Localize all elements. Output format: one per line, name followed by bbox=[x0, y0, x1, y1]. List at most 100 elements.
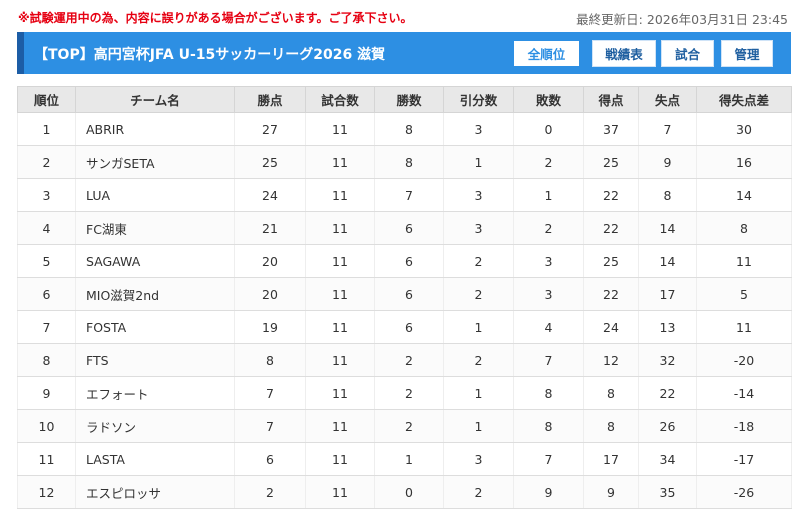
last-updated-label: 最終更新日: bbox=[576, 12, 643, 27]
cell-losses: 0 bbox=[513, 112, 584, 146]
cell-goals-against: 26 bbox=[638, 409, 697, 443]
cell-goals-for: 22 bbox=[583, 277, 639, 311]
cell-goal-difference: 30 bbox=[696, 112, 792, 146]
cell-rank: 6 bbox=[17, 277, 76, 311]
last-updated-value: 2026年03月31日 23:45 bbox=[646, 12, 788, 27]
cell-points: 8 bbox=[234, 343, 306, 377]
col-goals-for: 得点 bbox=[583, 86, 639, 113]
cell-played: 11 bbox=[305, 112, 375, 146]
cell-points: 19 bbox=[234, 310, 306, 344]
cell-wins: 8 bbox=[374, 145, 444, 179]
table-row: 1 ABRIR 27 11 8 3 0 37 7 30 bbox=[17, 112, 792, 146]
cell-wins: 7 bbox=[374, 178, 444, 212]
cell-team-name: FOSTA bbox=[75, 310, 235, 344]
col-team-name: チーム名 bbox=[75, 86, 235, 113]
cell-points: 21 bbox=[234, 211, 306, 245]
results-table-button[interactable]: 戦績表 bbox=[592, 40, 656, 67]
table-row: 3 LUA 24 11 7 3 1 22 8 14 bbox=[17, 178, 792, 212]
cell-goal-difference: -20 bbox=[696, 343, 792, 377]
cell-team-name: LASTA bbox=[75, 442, 235, 476]
cell-points: 24 bbox=[234, 178, 306, 212]
cell-goals-against: 22 bbox=[638, 376, 697, 410]
col-played: 試合数 bbox=[305, 86, 375, 113]
cell-losses: 8 bbox=[513, 376, 584, 410]
cell-losses: 7 bbox=[513, 442, 584, 476]
standings-body: 1 ABRIR 27 11 8 3 0 37 7 30 2 サンガSETA 25 11 8 1 2 25 9 16 3 L… bbox=[17, 112, 792, 509]
matches-button[interactable]: 試合 bbox=[661, 40, 714, 67]
table-row: 7 FOSTA 19 11 6 1 4 24 13 11 bbox=[17, 310, 792, 344]
cell-played: 11 bbox=[305, 376, 375, 410]
cell-points: 25 bbox=[234, 145, 306, 179]
table-row: 8 FTS 8 11 2 2 7 12 32 -20 bbox=[17, 343, 792, 377]
cell-played: 11 bbox=[305, 211, 375, 245]
cell-wins: 0 bbox=[374, 475, 444, 509]
cell-goal-difference: -14 bbox=[696, 376, 792, 410]
cell-points: 7 bbox=[234, 409, 306, 443]
cell-rank: 12 bbox=[17, 475, 76, 509]
cell-draws: 3 bbox=[443, 211, 514, 245]
cell-goal-difference: -17 bbox=[696, 442, 792, 476]
table-row: 2 サンガSETA 25 11 8 1 2 25 9 16 bbox=[17, 145, 792, 179]
table-row: 9 エフォート 7 11 2 1 8 8 22 -14 bbox=[17, 376, 792, 410]
cell-points: 6 bbox=[234, 442, 306, 476]
col-draws: 引分数 bbox=[443, 86, 514, 113]
cell-wins: 6 bbox=[374, 244, 444, 278]
cell-goal-difference: 14 bbox=[696, 178, 792, 212]
cell-points: 2 bbox=[234, 475, 306, 509]
cell-played: 11 bbox=[305, 145, 375, 179]
cell-goals-against: 34 bbox=[638, 442, 697, 476]
cell-wins: 8 bbox=[374, 112, 444, 146]
cell-goals-for: 8 bbox=[583, 409, 639, 443]
cell-wins: 6 bbox=[374, 277, 444, 311]
cell-points: 7 bbox=[234, 376, 306, 410]
cell-goals-against: 35 bbox=[638, 475, 697, 509]
cell-played: 11 bbox=[305, 277, 375, 311]
table-row: 5 SAGAWA 20 11 6 2 3 25 14 11 bbox=[17, 244, 792, 278]
cell-team-name: エスピロッサ bbox=[75, 475, 235, 509]
cell-losses: 2 bbox=[513, 211, 584, 245]
cell-points: 20 bbox=[234, 244, 306, 278]
admin-button[interactable]: 管理 bbox=[721, 40, 773, 67]
table-row: 6 MIO滋賀2nd 20 11 6 2 3 22 17 5 bbox=[17, 277, 792, 311]
cell-losses: 2 bbox=[513, 145, 584, 179]
cell-draws: 2 bbox=[443, 343, 514, 377]
cell-rank: 2 bbox=[17, 145, 76, 179]
cell-goals-for: 22 bbox=[583, 211, 639, 245]
cell-draws: 3 bbox=[443, 112, 514, 146]
cell-goals-for: 25 bbox=[583, 244, 639, 278]
cell-rank: 8 bbox=[17, 343, 76, 377]
cell-draws: 1 bbox=[443, 310, 514, 344]
cell-draws: 2 bbox=[443, 244, 514, 278]
cell-played: 11 bbox=[305, 409, 375, 443]
table-row: 10 ラドソン 7 11 2 1 8 8 26 -18 bbox=[17, 409, 792, 443]
table-row: 4 FC湖東 21 11 6 3 2 22 14 8 bbox=[17, 211, 792, 245]
trial-notice: ※試験運用中の為、内容に誤りがある場合がございます。ご了承下さい。 bbox=[18, 11, 413, 25]
cell-wins: 6 bbox=[374, 211, 444, 245]
cell-rank: 5 bbox=[17, 244, 76, 278]
standings-header: 順位 チーム名 勝点 試合数 勝数 引分数 敗数 得点 失点 得失点差 bbox=[17, 86, 792, 113]
cell-wins: 2 bbox=[374, 409, 444, 443]
all-standings-button[interactable]: 全順位 bbox=[513, 40, 580, 67]
cell-goals-for: 12 bbox=[583, 343, 639, 377]
cell-rank: 7 bbox=[17, 310, 76, 344]
cell-goals-against: 17 bbox=[638, 277, 697, 311]
cell-played: 11 bbox=[305, 475, 375, 509]
cell-wins: 6 bbox=[374, 310, 444, 344]
cell-draws: 2 bbox=[443, 277, 514, 311]
col-wins: 勝数 bbox=[374, 86, 444, 113]
cell-team-name: サンガSETA bbox=[75, 145, 235, 179]
cell-losses: 8 bbox=[513, 409, 584, 443]
cell-team-name: FC湖東 bbox=[75, 211, 235, 245]
cell-wins: 2 bbox=[374, 376, 444, 410]
cell-team-name: ラドソン bbox=[75, 409, 235, 443]
cell-team-name: エフォート bbox=[75, 376, 235, 410]
cell-goals-against: 9 bbox=[638, 145, 697, 179]
cell-losses: 4 bbox=[513, 310, 584, 344]
cell-goals-against: 13 bbox=[638, 310, 697, 344]
cell-team-name: SAGAWA bbox=[75, 244, 235, 278]
cell-rank: 11 bbox=[17, 442, 76, 476]
cell-goals-for: 22 bbox=[583, 178, 639, 212]
cell-rank: 10 bbox=[17, 409, 76, 443]
cell-goals-for: 25 bbox=[583, 145, 639, 179]
cell-losses: 1 bbox=[513, 178, 584, 212]
